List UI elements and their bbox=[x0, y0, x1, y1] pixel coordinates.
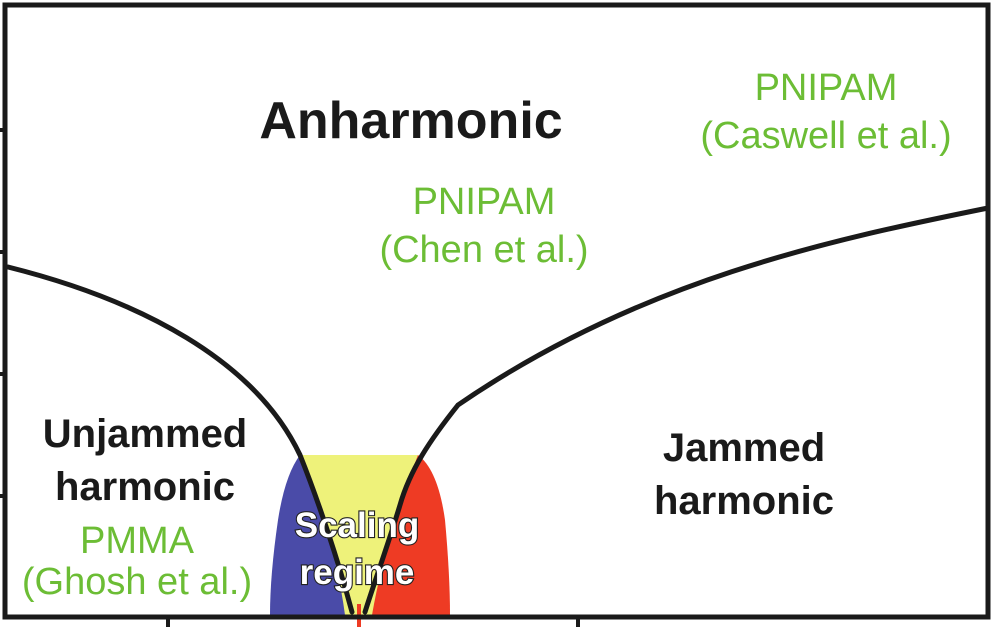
jammed-label-line1: Jammed bbox=[663, 426, 825, 470]
jammed-label-line2: harmonic bbox=[654, 479, 834, 523]
x-axis-ticks bbox=[166, 617, 580, 627]
pnipam-caswell-label-line1: PNIPAM bbox=[755, 67, 898, 109]
scaling-regime-right-patch bbox=[372, 455, 450, 615]
pmma-ghosh-label-line2: (Ghosh et al.) bbox=[22, 561, 252, 603]
scaling-regime-left-patch bbox=[270, 455, 345, 615]
pmma-ghosh-label-line1: PMMA bbox=[80, 520, 195, 562]
left-phase-boundary bbox=[5, 264, 355, 615]
right-phase-boundary bbox=[362, 205, 991, 615]
unjammed-label-line2: harmonic bbox=[55, 465, 235, 509]
scaling-label-line2: regime bbox=[300, 553, 415, 592]
pnipam-chen-label-line1: PNIPAM bbox=[413, 181, 556, 223]
scaling-label-line1: Scaling bbox=[295, 506, 419, 545]
scaling-regime-center-patch bbox=[300, 455, 418, 615]
anharmonic-label: Anharmonic bbox=[259, 92, 562, 150]
pnipam-chen-label-line2: (Chen et al.) bbox=[379, 229, 588, 271]
plot-frame bbox=[2, 2, 991, 620]
unjammed-label-line1: Unjammed bbox=[43, 412, 248, 456]
y-axis-ticks bbox=[0, 128, 5, 498]
pnipam-caswell-label-line2: (Caswell et al.) bbox=[700, 115, 951, 157]
